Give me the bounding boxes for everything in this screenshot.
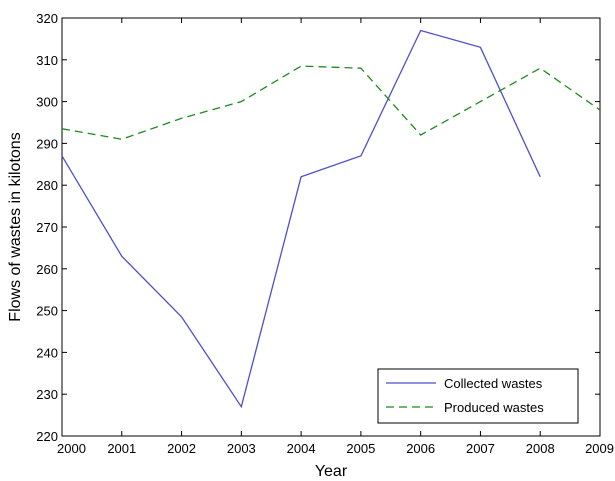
x-tick-label: 2002 (167, 441, 196, 456)
x-tick-label: 2005 (346, 441, 375, 456)
legend-label-collected-wastes: Collected wastes (444, 376, 543, 391)
y-tick-label: 220 (36, 429, 58, 444)
legend-box (377, 368, 579, 424)
x-tick-label: 2006 (406, 441, 435, 456)
y-tick-label: 320 (36, 11, 58, 26)
x-axis: 2000 2001 2002 2003 2004 2005 2006 2007 2008 2009 (57, 18, 614, 456)
y-tick-label: 240 (36, 345, 58, 360)
series-line-collected-wastes (61, 29, 541, 409)
y-tick-label: 310 (36, 53, 58, 68)
y-tick-label: 280 (36, 178, 58, 193)
x-tick-label: 2009 (585, 441, 614, 456)
y-axis-title: Flows of wastes in kilotons (7, 132, 24, 321)
y-tick-label: 250 (36, 304, 58, 319)
x-axis-title: Year (315, 463, 348, 480)
x-tick-label: 2007 (466, 441, 495, 456)
x-tick-label: 2001 (107, 441, 136, 456)
y-tick-label: 260 (36, 262, 58, 277)
series-layer (61, 29, 601, 409)
y-axis: 220 230 240 250 260 270 280 290 300 310 320 (36, 11, 600, 444)
x-tick-label: 2000 (57, 441, 86, 456)
y-tick-label: 300 (36, 95, 58, 110)
series-line-produced-wastes (61, 65, 601, 140)
legend: Collected wastes Produced wastes (377, 368, 579, 424)
y-tick-label: 290 (36, 136, 58, 151)
x-tick-label: 2008 (526, 441, 555, 456)
x-tick-label: 2004 (287, 441, 316, 456)
y-tick-label: 270 (36, 220, 58, 235)
plot-area (61, 17, 601, 437)
x-tick-label: 2003 (227, 441, 256, 456)
y-tick-label: 230 (36, 387, 58, 402)
legend-label-produced-wastes: Produced wastes (444, 400, 544, 415)
